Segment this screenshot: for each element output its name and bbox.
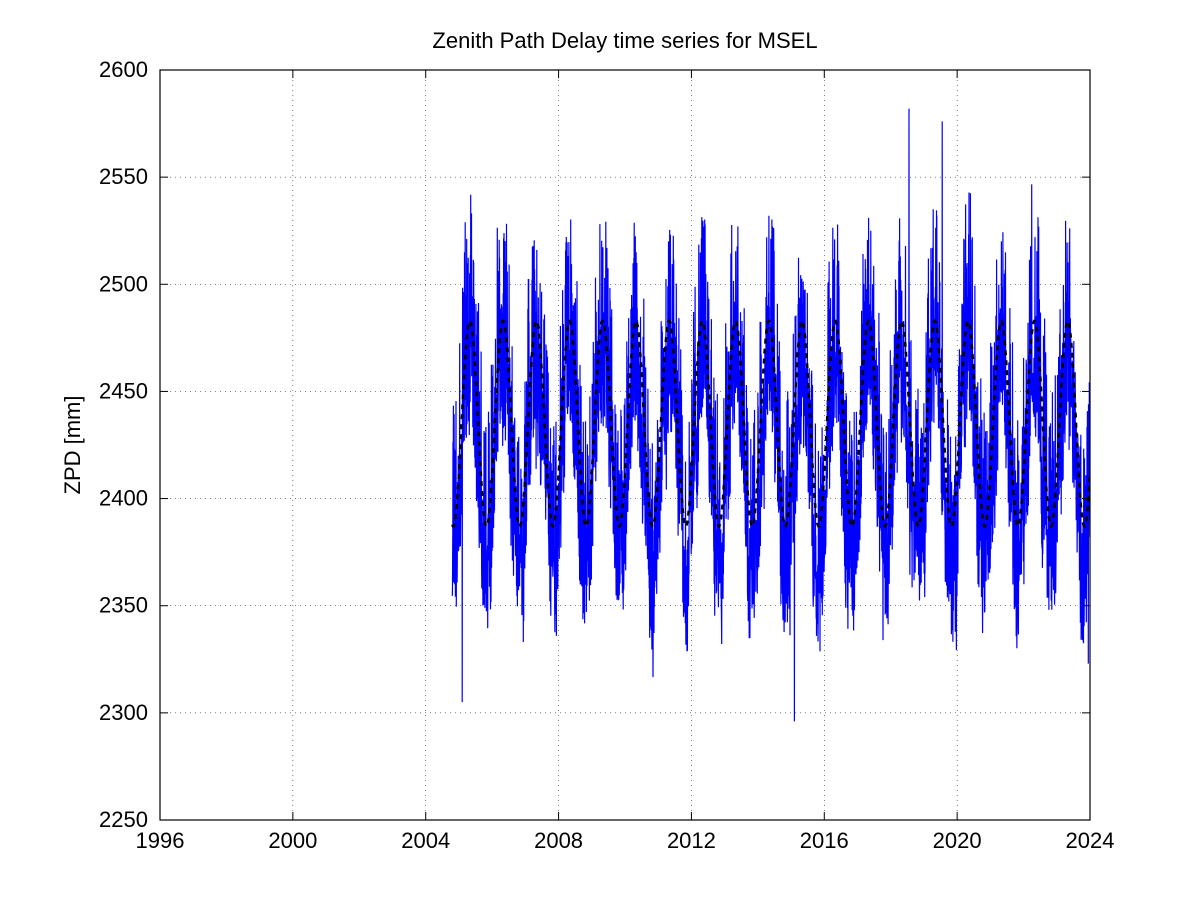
- ytick-label: 2400: [99, 486, 148, 511]
- xtick-label: 2008: [534, 828, 583, 853]
- ytick-label: 2550: [99, 164, 148, 189]
- ytick-label: 2450: [99, 378, 148, 403]
- chart-container: 1996200020042008201220162020202422502300…: [0, 0, 1201, 901]
- ytick-label: 2300: [99, 700, 148, 725]
- chart-svg: 1996200020042008201220162020202422502300…: [0, 0, 1201, 901]
- xtick-label: 2004: [401, 828, 450, 853]
- ytick-label: 2250: [99, 807, 148, 832]
- ytick-label: 2500: [99, 271, 148, 296]
- chart-title: Zenith Path Delay time series for MSEL: [432, 28, 817, 53]
- ytick-label: 2350: [99, 593, 148, 618]
- y-axis-label: ZPD [mm]: [60, 396, 85, 495]
- ytick-label: 2600: [99, 57, 148, 82]
- xtick-label: 2016: [800, 828, 849, 853]
- xtick-label: 2024: [1066, 828, 1115, 853]
- xtick-label: 2012: [667, 828, 716, 853]
- xtick-label: 2000: [268, 828, 317, 853]
- xtick-label: 2020: [933, 828, 982, 853]
